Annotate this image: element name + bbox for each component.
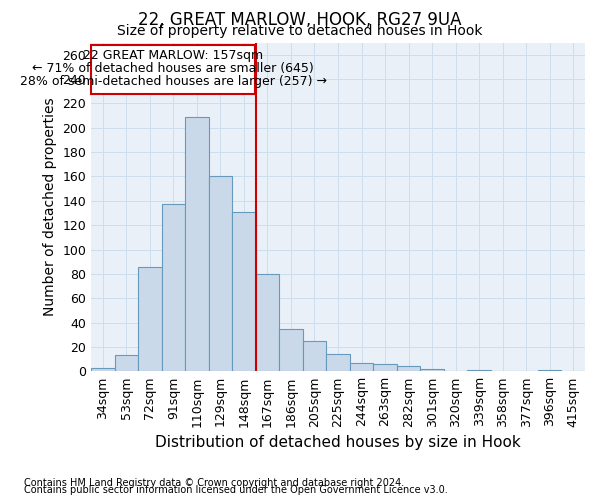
Bar — [326, 354, 350, 372]
Bar — [303, 341, 326, 372]
Bar — [161, 204, 185, 372]
Bar — [232, 212, 256, 372]
Text: 28% of semi-detached houses are larger (257) →: 28% of semi-detached houses are larger (… — [20, 76, 327, 88]
Bar — [397, 366, 421, 372]
Text: Contains HM Land Registry data © Crown copyright and database right 2024.: Contains HM Land Registry data © Crown c… — [24, 478, 404, 488]
Text: 22, GREAT MARLOW, HOOK, RG27 9UA: 22, GREAT MARLOW, HOOK, RG27 9UA — [138, 11, 462, 29]
Y-axis label: Number of detached properties: Number of detached properties — [43, 98, 57, 316]
Bar — [467, 370, 491, 372]
Bar — [185, 117, 209, 372]
Text: ← 71% of detached houses are smaller (645): ← 71% of detached houses are smaller (64… — [32, 62, 314, 75]
X-axis label: Distribution of detached houses by size in Hook: Distribution of detached houses by size … — [155, 435, 521, 450]
Bar — [279, 328, 303, 372]
Text: Contains public sector information licensed under the Open Government Licence v3: Contains public sector information licen… — [24, 485, 448, 495]
Bar — [538, 370, 562, 372]
Bar — [373, 364, 397, 372]
FancyBboxPatch shape — [91, 45, 255, 94]
Bar — [91, 368, 115, 372]
Bar — [256, 274, 279, 372]
Bar — [421, 369, 444, 372]
Bar — [209, 176, 232, 372]
Bar — [115, 356, 138, 372]
Text: Size of property relative to detached houses in Hook: Size of property relative to detached ho… — [117, 24, 483, 38]
Text: 22 GREAT MARLOW: 157sqm: 22 GREAT MARLOW: 157sqm — [83, 48, 263, 62]
Bar — [350, 363, 373, 372]
Bar — [138, 266, 161, 372]
